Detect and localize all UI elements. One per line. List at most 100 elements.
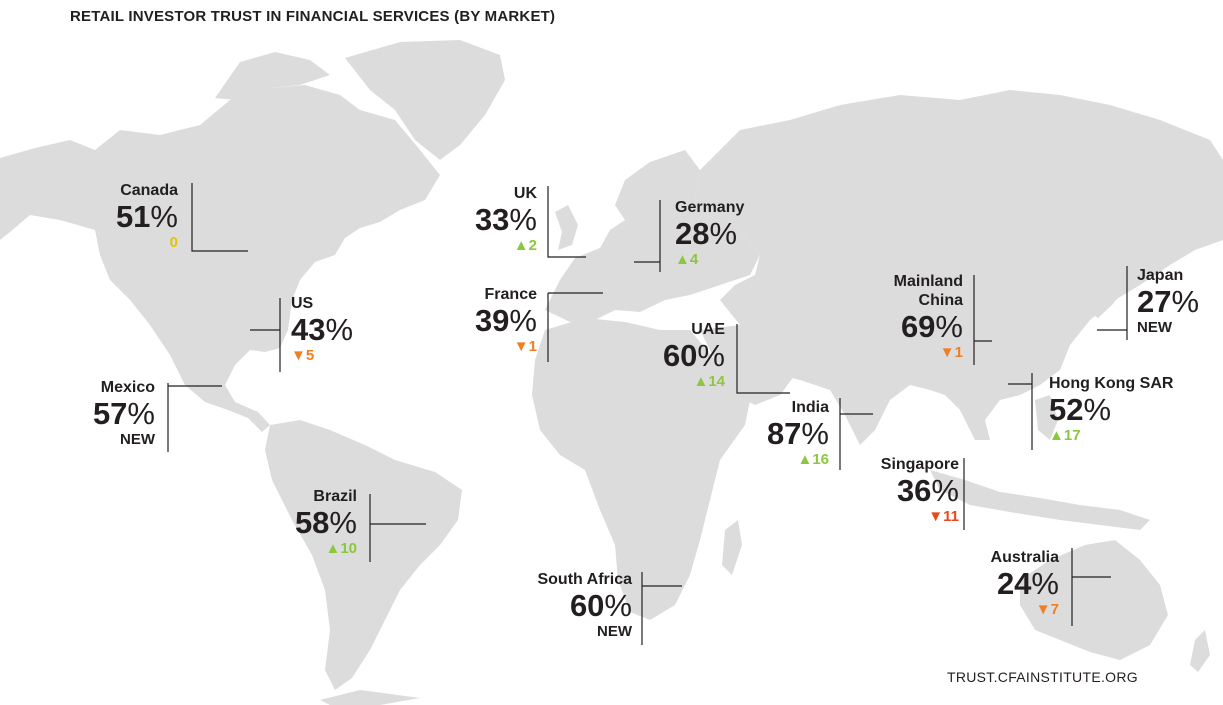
land-philippines [1035,395,1058,440]
market-uae: UAE 60% ▲14 [663,320,725,391]
market-name: UAE [691,321,725,338]
leader-hong-kong [1008,373,1033,450]
land-indonesia [930,470,1150,530]
market-change: ▼5 [291,347,315,364]
market-percentage: 52% [1049,392,1112,427]
land-japan [1090,245,1135,318]
leader-us [250,298,281,372]
land-australia [1020,540,1168,660]
market-brazil: Brazil 58% ▲10 [295,487,357,558]
market-change: ▲14 [693,373,725,390]
leader-japan [1097,266,1128,340]
market-name: Canada [120,182,178,199]
market-name: South Africa [537,571,632,588]
market-change: ▲17 [1049,427,1081,444]
market-japan: Japan 27% NEW [1137,266,1199,337]
market-percentage: 33% [474,202,537,237]
market-change: NEW [120,431,155,448]
market-percentage: 27% [1137,284,1200,319]
market-australia: Australia 24% ▼7 [991,548,1059,619]
down-arrow-icon: ▼ [939,344,955,361]
market-change: NEW [1137,319,1172,336]
land-asia [695,90,1223,445]
market-percentage: 60% [662,338,725,373]
leader-lines [167,183,1128,645]
market-india: India 87% ▲16 [767,398,829,469]
market-name: Mainland China [893,273,963,309]
land-south-america [265,420,462,690]
market-percentage: 39% [474,303,537,338]
market-name: Brazil [313,488,357,505]
land-arabia [700,325,795,405]
market-percentage: 24% [996,566,1059,601]
market-south-africa: South Africa 60% NEW [537,570,632,641]
up-arrow-icon: ▲ [1049,427,1064,444]
leader-south-africa [641,572,682,645]
market-hong-kong: Hong Kong SAR 52% ▲17 [1049,374,1173,445]
leader-france [547,292,603,362]
leader-brazil [369,494,426,562]
land-arctic-islands [215,52,330,100]
leader-canada [191,183,248,252]
land-north-america [0,85,440,432]
market-change: ▲10 [325,540,357,557]
up-arrow-icon: ▲ [513,237,529,254]
land-british-isles [555,205,578,250]
market-mexico: Mexico 57% NEW [93,378,155,449]
leader-mainland-china [973,275,992,365]
up-arrow-icon: ▲ [693,373,709,390]
up-arrow-icon: ▲ [325,540,341,557]
land-madagascar [722,520,742,575]
market-name: Singapore [880,456,959,473]
land-greenland [345,40,505,160]
up-arrow-icon: ▲ [797,451,813,468]
market-change: ▲16 [797,451,829,468]
market-name: US [291,295,314,312]
down-arrow-icon: ▼ [1035,601,1051,618]
land-new-zealand [1190,630,1210,672]
market-percentage: 60% [569,588,632,623]
land-antarctica [320,690,420,705]
land-masses [0,40,1223,705]
market-percentage: 43% [291,312,354,347]
market-name: Japan [1137,267,1184,284]
down-arrow-icon: ▼ [928,508,944,525]
market-name: UK [513,185,537,202]
market-percentage: 87% [766,416,829,451]
market-name: Hong Kong SAR [1049,375,1174,392]
market-percentage: 58% [294,505,357,540]
market-percentage: 28% [675,216,738,251]
market-change: NEW [597,623,632,640]
down-arrow-icon: ▼ [513,338,529,355]
market-name: Australia [990,549,1059,566]
source-url: TRUST.CFAINSTITUTE.ORG [947,669,1138,685]
market-change: ▼7 [1035,601,1059,618]
market-name: Germany [675,199,745,216]
market-percentage: 57% [92,396,155,431]
leader-australia [1071,548,1111,626]
leader-germany [634,200,661,272]
up-arrow-icon: ▲ [675,251,690,268]
market-change: ▲4 [675,251,699,268]
market-percentage: 51% [115,199,178,234]
leader-uae [736,324,790,394]
page-title: RETAIL INVESTOR TRUST IN FINANCIAL SERVI… [70,8,556,25]
leader-uk [547,186,586,258]
market-singapore: Singapore 36% ▼11 [881,455,959,526]
market-uk: UK 33% ▲2 [475,184,537,255]
market-percentage: 69% [900,309,963,344]
market-name: France [484,286,537,303]
market-change: ▼11 [928,508,959,525]
market-name: Mexico [100,379,155,396]
market-change: ▼1 [939,344,963,361]
market-mainland-china: Mainland China 69% ▼1 [894,272,963,362]
market-france: France 39% ▼1 [475,285,537,356]
market-change: ▼1 [513,338,537,355]
leader-india [839,398,873,470]
market-us: US 43% ▼5 [291,294,353,365]
land-africa [532,318,750,620]
leader-mexico [167,383,222,452]
down-arrow-icon: ▼ [291,347,306,364]
market-percentage: 36% [896,473,959,508]
